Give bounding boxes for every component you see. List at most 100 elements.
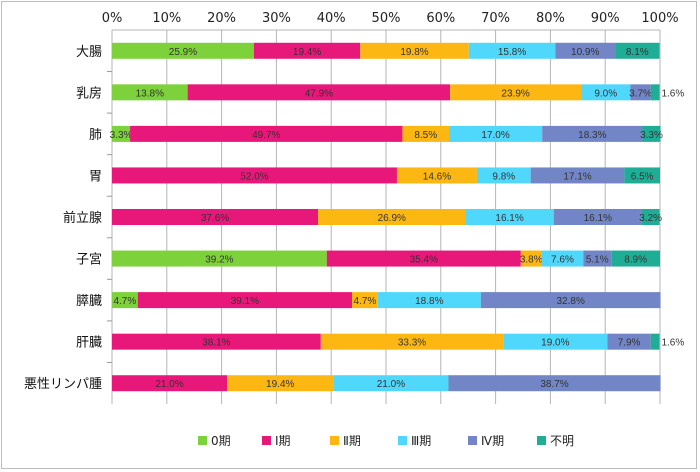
data-label: 39.2% [205, 255, 233, 266]
bar-segment [112, 333, 321, 350]
bar-segment [611, 250, 660, 267]
bar-segment [630, 84, 651, 101]
data-label: 1.6% [661, 88, 684, 99]
legend-swatch [330, 436, 339, 445]
data-label: 3.7% [629, 88, 652, 99]
bar-segment [503, 333, 608, 350]
data-label: 10.9% [571, 47, 599, 58]
category-label: 肺 [89, 128, 102, 143]
data-label: 4.7% [354, 296, 377, 307]
x-tick-label: 70% [481, 11, 510, 26]
data-label: 9.8% [492, 171, 515, 182]
bar-segment [333, 375, 449, 392]
bar-segment [318, 209, 466, 225]
bar-segment [449, 125, 543, 142]
bar-segment [326, 250, 521, 267]
data-label: 18.8% [415, 296, 443, 307]
bar-segment [520, 250, 542, 267]
category-label: 大腸 [76, 45, 102, 60]
data-label: 19.0% [541, 338, 569, 349]
data-label: 38.7% [540, 379, 568, 390]
bar-segment [583, 250, 612, 267]
bar-segment [615, 42, 660, 59]
data-label: 37.6% [201, 213, 229, 224]
bar-segment [360, 42, 469, 59]
bar-segment [396, 167, 477, 184]
data-label: 35.4% [410, 255, 438, 266]
bar-segment [253, 42, 361, 59]
data-label: 21.0% [377, 379, 405, 390]
bar-segment [320, 333, 504, 350]
bar-segment [448, 375, 661, 392]
data-label: 21.0% [155, 379, 183, 390]
data-label: 49.7% [252, 130, 280, 141]
data-label: 3.2% [639, 213, 662, 224]
data-label: 13.8% [136, 88, 164, 99]
category-label: 胃 [89, 169, 102, 184]
data-label: 52.0% [240, 171, 268, 182]
category-label: 悪性リンパ腫 [24, 376, 102, 392]
data-label: 32.8% [556, 296, 584, 307]
bar-segment [112, 125, 131, 142]
bar-segment [480, 292, 661, 309]
bar-segment [187, 84, 451, 101]
bar-segment [137, 292, 353, 309]
x-tick-label: 90% [591, 11, 620, 26]
x-tick-label: 50% [372, 11, 401, 26]
data-label: 8.1% [626, 47, 649, 58]
data-label: 25.9% [169, 47, 197, 58]
category-label: 乳房 [76, 85, 102, 101]
bar-segment [112, 42, 254, 59]
legend-swatch [468, 436, 477, 445]
bar-segment [553, 209, 642, 225]
category-label: 肝臓 [76, 336, 102, 351]
data-label: 8.5% [414, 130, 437, 141]
bar-segment [465, 209, 554, 225]
data-label: 17.0% [481, 130, 509, 141]
bar-segment [112, 84, 188, 101]
legend-swatch [198, 436, 207, 445]
legend-label: Ⅲ期 [411, 434, 431, 448]
data-label: 9.0% [594, 88, 617, 99]
bar-segment [402, 125, 450, 142]
category-label: 膵臓 [76, 294, 102, 309]
data-label: 15.8% [498, 47, 526, 58]
bar-segment [555, 42, 616, 59]
bar-segment [377, 292, 481, 309]
data-label: 3.8% [520, 255, 543, 266]
bar-segment [112, 167, 397, 184]
data-label: 26.9% [378, 213, 406, 224]
legend-label: Ⅳ期 [481, 434, 504, 448]
data-label: 8.9% [624, 255, 647, 266]
bar-segment [112, 250, 327, 267]
data-label: 19.4% [266, 379, 294, 390]
data-label: 4.7% [113, 296, 136, 307]
data-label: 7.9% [618, 338, 641, 349]
data-label: 5.1% [586, 255, 609, 266]
data-label: 47.9% [305, 88, 333, 99]
bar-segment [541, 250, 584, 267]
data-label: 39.1% [231, 296, 259, 307]
data-label: 23.9% [501, 88, 529, 99]
bar-segment [542, 125, 643, 142]
bar-segment [468, 42, 556, 59]
x-tick-label: 40% [317, 11, 346, 26]
bar-segment [476, 167, 531, 184]
x-tick-label: 0% [102, 11, 123, 26]
data-label: 33.3% [398, 338, 426, 349]
bar-segment [352, 292, 378, 309]
bar-segment [112, 209, 319, 225]
legend-swatch [262, 436, 271, 445]
data-label: 14.6% [423, 171, 451, 182]
data-label: 19.4% [293, 47, 321, 58]
bar-segment [112, 292, 138, 309]
data-label: 38.1% [202, 338, 230, 349]
legend-label: Ⅰ期 [275, 434, 291, 448]
bar-segment [650, 84, 660, 101]
bar-segment [581, 84, 631, 101]
bar-segment [112, 375, 228, 392]
x-tick-label: 10% [152, 11, 181, 26]
data-label: 7.6% [551, 255, 574, 266]
